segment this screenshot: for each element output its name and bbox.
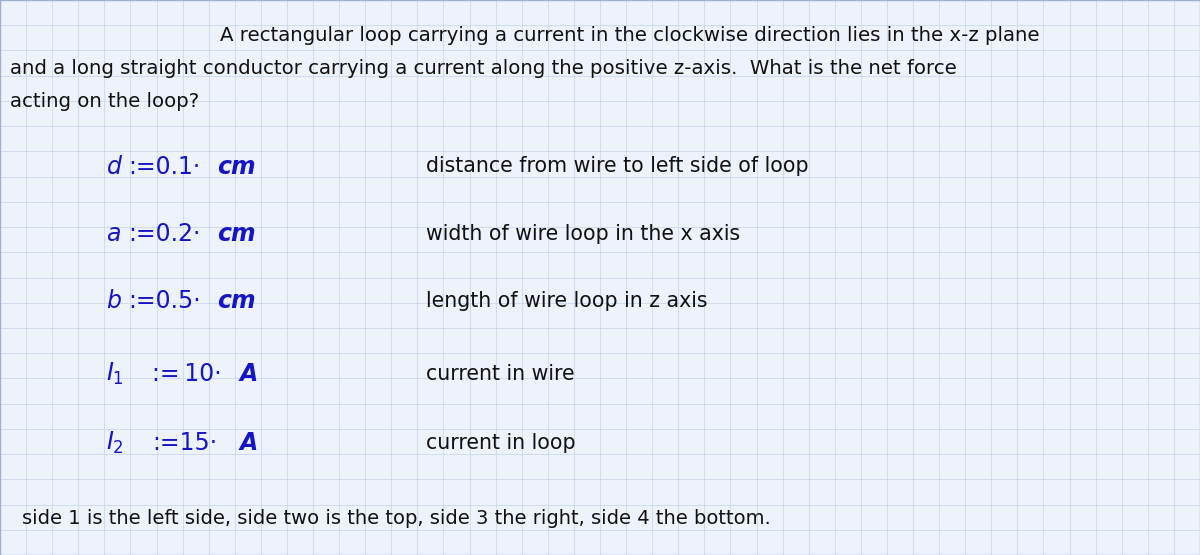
Text: current in wire: current in wire bbox=[426, 364, 575, 384]
Text: side 1 is the left side, side two is the top, side 3 the right, side 4 the botto: side 1 is the left side, side two is the… bbox=[22, 509, 770, 528]
Text: cm: cm bbox=[217, 222, 256, 246]
Text: distance from wire to left side of loop: distance from wire to left side of loop bbox=[426, 157, 809, 176]
Text: A: A bbox=[240, 362, 258, 386]
Text: :=0.5·: :=0.5· bbox=[128, 289, 202, 313]
Text: $\it{d}$: $\it{d}$ bbox=[106, 154, 122, 179]
Text: $\it{b}$: $\it{b}$ bbox=[106, 289, 121, 313]
Text: width of wire loop in the x axis: width of wire loop in the x axis bbox=[426, 224, 740, 244]
Text: $\it{a}$: $\it{a}$ bbox=[106, 222, 120, 246]
Text: cm: cm bbox=[217, 154, 256, 179]
Text: :=0.2·: :=0.2· bbox=[128, 222, 200, 246]
Text: := 10·: := 10· bbox=[152, 362, 222, 386]
Text: length of wire loop in z axis: length of wire loop in z axis bbox=[426, 291, 708, 311]
Text: A: A bbox=[240, 431, 258, 455]
Text: and a long straight conductor carrying a current along the positive z-axis.  Wha: and a long straight conductor carrying a… bbox=[10, 59, 956, 78]
Text: :=0.1·: :=0.1· bbox=[128, 154, 200, 179]
Text: $\mathit{I}_2$: $\mathit{I}_2$ bbox=[106, 430, 124, 456]
Text: cm: cm bbox=[217, 289, 256, 313]
Text: acting on the loop?: acting on the loop? bbox=[10, 92, 199, 110]
Text: current in loop: current in loop bbox=[426, 433, 576, 453]
Text: :=15·: :=15· bbox=[152, 431, 217, 455]
Text: $\mathit{I}_1$: $\mathit{I}_1$ bbox=[106, 361, 124, 387]
Text: A rectangular loop carrying a current in the clockwise direction lies in the x-z: A rectangular loop carrying a current in… bbox=[221, 26, 1039, 45]
